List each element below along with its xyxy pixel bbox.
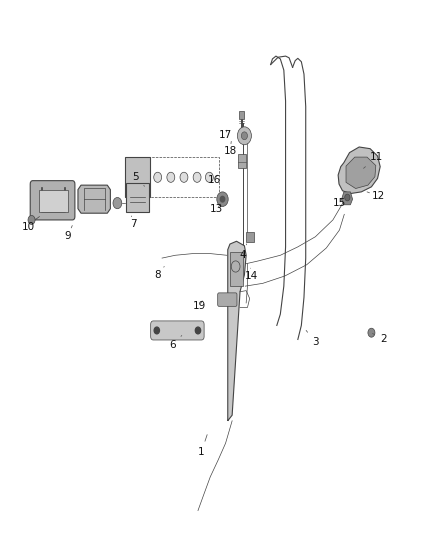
Circle shape [241,132,247,140]
Text: 11: 11 [364,152,383,168]
Text: 16: 16 [208,174,221,184]
FancyBboxPatch shape [151,321,204,340]
Circle shape [180,172,188,182]
Circle shape [195,327,201,334]
Circle shape [193,172,201,182]
Polygon shape [78,185,110,213]
Circle shape [154,327,159,334]
Circle shape [167,172,175,182]
Bar [238,154,246,168]
Circle shape [154,172,162,182]
Text: 3: 3 [306,330,319,347]
Bar [125,157,150,198]
Bar [239,111,244,119]
Bar [125,157,219,198]
Polygon shape [338,147,380,193]
Bar [230,253,243,286]
Polygon shape [342,192,353,205]
Text: 2: 2 [373,334,387,344]
Text: 15: 15 [333,198,346,208]
Text: 12: 12 [367,191,385,201]
Circle shape [217,192,228,206]
Text: 6: 6 [170,335,182,350]
Bar [126,183,149,212]
Text: 9: 9 [64,225,72,240]
Circle shape [113,198,122,209]
Text: 5: 5 [132,172,145,186]
Text: 4: 4 [240,244,247,260]
Circle shape [345,194,350,201]
Bar [39,190,68,212]
Text: 19: 19 [193,301,206,311]
Circle shape [220,196,225,202]
Text: 18: 18 [223,141,237,157]
Text: 1: 1 [198,434,207,457]
Bar [246,232,254,243]
FancyBboxPatch shape [30,181,75,220]
FancyBboxPatch shape [218,293,237,306]
Text: 10: 10 [22,219,36,232]
Text: 17: 17 [219,130,232,140]
Text: 14: 14 [245,268,258,281]
Circle shape [237,127,251,145]
Polygon shape [228,241,246,421]
Circle shape [28,215,35,224]
Polygon shape [346,157,376,189]
Text: 7: 7 [130,216,137,229]
Circle shape [205,172,213,182]
Text: 13: 13 [210,204,223,214]
Text: 8: 8 [154,266,164,280]
Circle shape [368,328,375,337]
